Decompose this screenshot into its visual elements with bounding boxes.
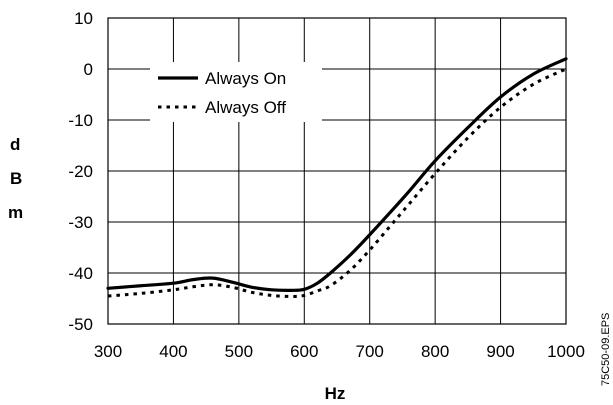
legend-label-always-on: Always On <box>205 69 286 88</box>
x-tick-label: 300 <box>94 342 122 361</box>
tick-labels: 300 400 500 600 700 800 900 1000 10 0 -10 -20 -30 -40… <box>68 9 584 361</box>
y-axis-title-letter-d: d <box>10 135 20 154</box>
y-axis-title: d B m <box>8 135 23 222</box>
y-axis-title-letter-b: B <box>10 169 22 188</box>
x-tick-label: 500 <box>225 342 253 361</box>
figure-code: 75C50-09.EPS <box>600 313 612 386</box>
series-layer <box>106 57 568 298</box>
y-tick-label: -20 <box>68 162 93 181</box>
x-tick-label: 400 <box>159 342 187 361</box>
legend: Always On Always Off <box>150 62 322 122</box>
y-axis-title-letter-m: m <box>8 203 23 222</box>
legend-background <box>150 62 322 122</box>
x-tick-label: 900 <box>486 342 514 361</box>
x-tick-label: 700 <box>356 342 384 361</box>
y-tick-label: 10 <box>74 9 93 28</box>
y-tick-label: 0 <box>84 60 93 79</box>
y-tick-label: -10 <box>68 111 93 130</box>
x-tick-label: 600 <box>290 342 318 361</box>
plot-frame <box>107 17 567 325</box>
x-tick-label: 1000 <box>547 342 585 361</box>
legend-label-always-off: Always Off <box>205 98 286 117</box>
series-line-always-on <box>106 57 568 292</box>
x-axis-title: Hz <box>325 384 346 403</box>
y-tick-label: -30 <box>68 213 93 232</box>
y-tick-label: -40 <box>68 264 93 283</box>
x-tick-label: 800 <box>421 342 449 361</box>
y-tick-label: -50 <box>68 315 93 334</box>
